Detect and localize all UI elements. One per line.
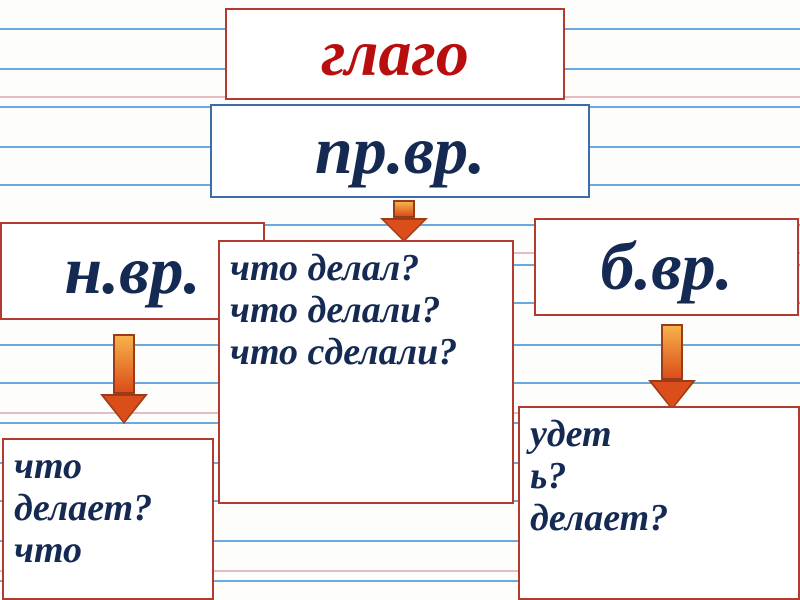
root-title-text: глаго <box>321 19 469 88</box>
tense-center-box: пр.вр. <box>210 104 590 198</box>
arrow-left <box>100 334 148 424</box>
questions-left-text: что делает? что <box>14 446 202 571</box>
tense-right-label: б.вр. <box>600 231 732 302</box>
tense-center-label: пр.вр. <box>315 115 485 186</box>
questions-left-box: что делает? что <box>2 438 214 600</box>
tense-left-label: н.вр. <box>64 235 200 306</box>
arrow-right <box>648 324 696 410</box>
arrow-center <box>380 200 428 242</box>
questions-center-text: что делал? что делали? что сделали? <box>230 248 502 373</box>
questions-center-box: что делал? что делали? что сделали? <box>218 240 514 504</box>
questions-right-box: удет ь? делает? <box>518 406 800 600</box>
questions-right-text: удет ь? делает? <box>530 414 788 539</box>
root-title-box: глаго <box>225 8 565 100</box>
tense-right-box: б.вр. <box>534 218 799 316</box>
